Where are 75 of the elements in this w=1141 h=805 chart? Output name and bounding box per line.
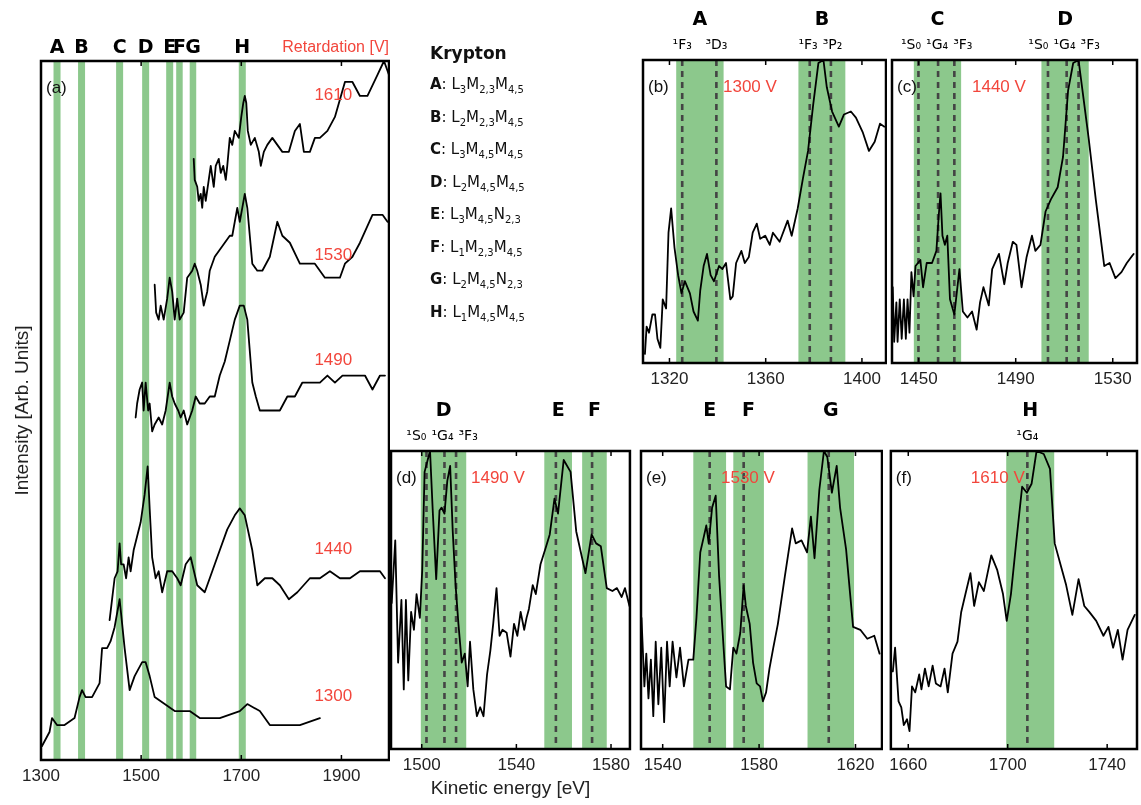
x-tick-label: 1700 (988, 754, 1027, 774)
x-axis-title: Kinetic energy [eV] (430, 776, 591, 798)
band-label: D (137, 34, 154, 57)
x-tick-label: 1530 (1093, 368, 1132, 388)
annotation: (f) (895, 467, 912, 487)
band-label: C (930, 6, 945, 29)
band-label: F (587, 397, 601, 420)
text: D: L$_{2}$M$_{4,5}$M$_{4,5}$ (430, 172, 525, 193)
text: A: L$_{3}$M$_{2,3}$M$_{4,5}$ (430, 75, 524, 95)
band-label: H (234, 34, 251, 57)
text: C: L$_{3}$M$_{4,5}$M$_{4,5}$ (430, 140, 524, 160)
x-tick-label: 1500 (402, 754, 441, 774)
x-tick-label: 1320 (650, 368, 689, 388)
x-tick-label: 1490 (996, 368, 1035, 388)
annotation: 1300 V (723, 76, 778, 96)
x-tick-label: 1360 (746, 368, 785, 388)
ref-line-label: ¹G₄ (431, 426, 454, 443)
x-tick-label: 1500 (122, 765, 161, 785)
band-label: G (822, 397, 839, 420)
annotation: 1490 V (471, 467, 526, 487)
band-label: D (435, 397, 452, 420)
ref-line-label: ¹G₄ (1053, 35, 1076, 52)
band-label: F (742, 397, 756, 420)
band-label: C (112, 34, 127, 57)
annotation: 1440 V (972, 76, 1027, 96)
ref-line-label: ³F₃ (1080, 35, 1100, 52)
x-tick-label: 1450 (899, 368, 938, 388)
annotation: (e) (646, 467, 667, 487)
text: H: L$_{1}$M$_{4,5}$M$_{4,5}$ (430, 302, 525, 323)
series-label: 1530 (314, 245, 353, 265)
x-tick-label: 1400 (843, 368, 881, 388)
text: Krypton (430, 42, 508, 65)
band-label: E (703, 397, 717, 420)
ref-line-label: ¹S₀ (1028, 35, 1049, 52)
x-tick-label: 1900 (322, 765, 361, 785)
series-label: 1300 (314, 685, 353, 705)
x-tick-label: 1620 (836, 754, 875, 774)
band-label: E (551, 397, 565, 420)
annotation: (a) (46, 77, 67, 97)
annotation: (b) (648, 76, 669, 96)
ref-line-label: ³P₂ (822, 35, 843, 52)
ref-line-label: ¹F₃ (672, 35, 692, 52)
y-axis-title: Intensity [Arb. Units] (10, 325, 32, 496)
annotation: (d) (396, 467, 417, 487)
text: G: L$_{2}$M$_{4,5}$N$_{2,3}$ (430, 270, 523, 290)
band-label: A (692, 6, 708, 29)
x-tick-label: 1580 (740, 754, 778, 774)
ref-line-label: ¹G₄ (926, 35, 949, 52)
x-tick-label: 1740 (1088, 754, 1127, 774)
x-tick-label: 1300 (22, 765, 60, 785)
x-tick-label: 1540 (643, 754, 682, 774)
x-tick-label: 1700 (222, 765, 261, 785)
band-label: G (185, 34, 201, 57)
text: B: L$_{2}$M$_{2,3}$M$_{4,5}$ (430, 107, 524, 128)
ref-line-label: ¹G₄ (1016, 426, 1039, 443)
annotation: (c) (897, 76, 917, 96)
legend-title: Retardation [V] (282, 38, 389, 56)
ref-line-label: ¹F₃ (798, 35, 818, 52)
band-label: B (74, 34, 89, 57)
band-label: D (1057, 6, 1073, 29)
ref-line-label: ³F₃ (458, 426, 478, 443)
ref-line-label: ³D₃ (705, 35, 728, 52)
text: E: L$_{3}$M$_{4,5}$N$_{2,3}$ (430, 205, 521, 225)
x-tick-label: 1580 (592, 754, 630, 774)
series-label: 1490 (314, 350, 353, 370)
band-label: A (49, 34, 65, 57)
band-label: B (814, 6, 830, 29)
band-label: H (1022, 397, 1039, 420)
text: F: L$_{1}$M$_{2,3}$M$_{4,5}$ (430, 237, 523, 258)
ref-line-label: ³F₃ (953, 35, 973, 52)
x-tick-label: 1540 (497, 754, 536, 774)
ref-line-label: ¹S₀ (406, 426, 427, 443)
x-tick-label: 1660 (889, 754, 928, 774)
ref-line-label: ¹S₀ (900, 35, 922, 52)
series-label: 1440 (314, 538, 353, 558)
